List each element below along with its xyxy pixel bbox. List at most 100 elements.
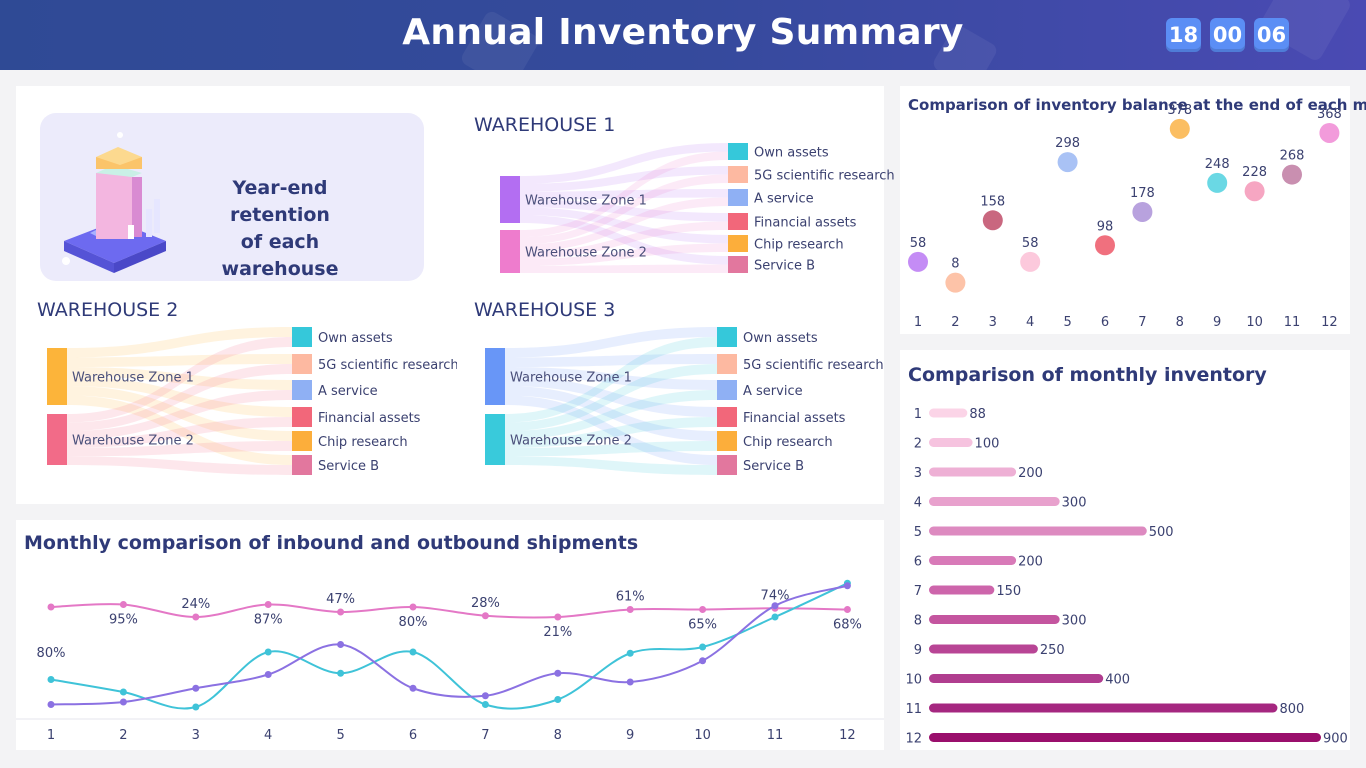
balance-value-label: 178 [1130, 186, 1155, 201]
balance-x-tick: 4 [1026, 315, 1034, 330]
sankey-target-node [292, 327, 312, 347]
inout-x-tick: 7 [481, 728, 489, 743]
inout-x-tick: 1 [47, 728, 55, 743]
monthly-bar [929, 585, 995, 595]
sankey-target-label: Chip research [318, 435, 408, 450]
inout-point [554, 613, 562, 621]
warehouse-illustration [62, 132, 166, 273]
inout-x-tick: 12 [839, 728, 856, 743]
sankey-flow [67, 337, 292, 423]
sankey-target-node [292, 407, 312, 427]
sankey-target-label: Own assets [743, 331, 818, 346]
balance-scatter-chart: 58 1 8 2 158 3 58 4 298 5 98 6 178 7 378 8 248 9 228 10 268 1… [908, 103, 1342, 330]
balance-x-tick: 10 [1246, 315, 1263, 330]
monthly-value-label: 300 [1062, 496, 1087, 511]
inout-data-label: 65% [688, 618, 717, 633]
sankey-flow [520, 151, 728, 238]
inout-data-label: 87% [254, 613, 283, 628]
hero-text-line1: Year-end retention [230, 177, 330, 226]
inout-x-tick: 2 [119, 728, 127, 743]
sankey-target-node [717, 354, 737, 374]
balance-x-tick: 8 [1176, 315, 1184, 330]
sankey-zone-label: Warehouse Zone 2 [72, 434, 194, 449]
sankey-flow [67, 354, 292, 367]
sankey-target-node [728, 189, 748, 206]
sankey-target-label: Chip research [743, 435, 833, 450]
balance-x-tick: 12 [1321, 315, 1338, 330]
monthly-bar [929, 467, 1017, 477]
sankey-target-node [292, 380, 312, 400]
sankey-target-label: Own assets [754, 146, 829, 161]
inout-line-chart: 1 2 3 4 5 6 7 8 9 10 11 1280%95%24%87%47%80%28%21%6… [16, 579, 884, 743]
inout-data-label: 47% [326, 592, 355, 607]
sankey-flow [67, 390, 292, 440]
monthly-bar [929, 408, 968, 418]
sankey-flow [505, 376, 717, 417]
inout-point [409, 648, 417, 656]
warehouse2-title: WAREHOUSE 2 [37, 299, 179, 321]
balance-point [1132, 201, 1153, 222]
inout-point [409, 684, 417, 692]
sankey-target-node [292, 354, 312, 374]
sankey-target-node [717, 455, 737, 475]
balance-value-label: 228 [1242, 165, 1267, 180]
balance-value-label: 248 [1205, 157, 1230, 172]
retention-hero-text: Year-end retention of each warehouse [185, 175, 375, 283]
balance-x-tick: 2 [951, 315, 959, 330]
balance-x-tick: 3 [989, 315, 997, 330]
clock-minutes: 00 [1210, 18, 1245, 52]
sankey-flow [505, 441, 717, 457]
sankey-zone-node [500, 176, 520, 223]
sankey-flow [505, 367, 717, 390]
sankey-target-node [717, 431, 737, 451]
clock-hours: 18 [1166, 18, 1201, 52]
inout-x-tick: 9 [626, 728, 634, 743]
inout-point [699, 606, 707, 613]
sankey-zone-label: Warehouse Zone 2 [510, 434, 632, 449]
balance-value-label: 378 [1167, 103, 1192, 118]
sankey-zone-node [485, 414, 505, 465]
sankey-target-label: Chip research [754, 238, 844, 253]
sankey-flow [505, 456, 717, 475]
sankey-flow [520, 166, 728, 192]
monthly-category-label: 12 [905, 732, 922, 747]
inout-point [843, 606, 851, 613]
sankey-zone-node [47, 414, 67, 465]
monthly-value-label: 300 [1062, 614, 1087, 629]
sankey-zone-label: Warehouse Zone 1 [72, 371, 194, 386]
monthly-bar [929, 703, 1278, 713]
sankey-target-node [728, 256, 748, 273]
sankey-target-label: Financial assets [754, 216, 857, 231]
inout-point [192, 703, 200, 711]
clock-seconds: 06 [1254, 18, 1289, 52]
monthly-value-label: 100 [975, 437, 1000, 452]
balance-point [1207, 172, 1228, 193]
sankey-target-node [292, 455, 312, 475]
inout-series-line [50, 603, 848, 619]
monthly-value-label: 250 [1040, 643, 1065, 658]
monthly-category-label: 10 [905, 673, 922, 688]
warehouse3-title: WAREHOUSE 3 [474, 299, 616, 321]
inout-point [47, 603, 55, 611]
sankey-flow [505, 327, 717, 358]
inout-point [337, 641, 345, 648]
monthly-value-label: 800 [1279, 702, 1304, 717]
sankey-flow [505, 417, 717, 448]
inout-x-tick: 10 [694, 728, 711, 743]
inout-point [843, 582, 851, 590]
inout-point [699, 657, 707, 665]
inout-point [119, 688, 127, 696]
inout-point [47, 676, 55, 683]
sankey-flow [520, 221, 728, 259]
balance-point [1282, 164, 1302, 185]
balance-value-label: 268 [1280, 149, 1305, 164]
inout-point [771, 613, 779, 621]
monthly-value-label: 88 [969, 407, 986, 422]
inout-point [337, 608, 345, 616]
sankey-flow [67, 395, 292, 465]
sankey-zone-node [500, 230, 520, 273]
monthly-bar [929, 526, 1147, 536]
monthly-value-label: 400 [1105, 673, 1130, 688]
sankey-target-label: A service [318, 384, 378, 399]
monthly-category-label: 2 [914, 437, 922, 452]
